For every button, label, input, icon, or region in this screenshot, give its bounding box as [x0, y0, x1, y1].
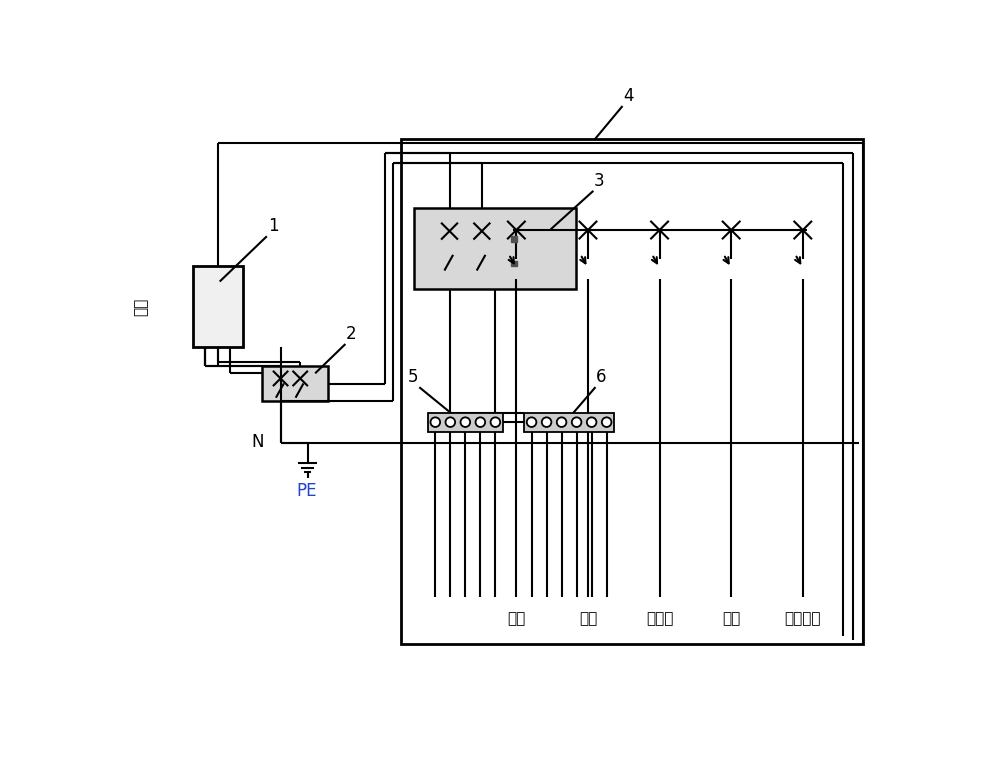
- Circle shape: [527, 418, 536, 427]
- Bar: [524, 412, 614, 432]
- Text: 3: 3: [594, 172, 605, 190]
- Bar: [414, 209, 576, 290]
- Text: 4: 4: [623, 88, 634, 105]
- Circle shape: [602, 418, 611, 427]
- Circle shape: [542, 418, 551, 427]
- Bar: [193, 266, 243, 347]
- Text: 1: 1: [268, 217, 278, 235]
- Circle shape: [587, 418, 596, 427]
- Text: 房房: 房房: [579, 611, 597, 626]
- Bar: [511, 236, 517, 242]
- Circle shape: [431, 418, 440, 427]
- Circle shape: [491, 418, 500, 427]
- Circle shape: [572, 418, 581, 427]
- Bar: [262, 367, 328, 401]
- Bar: [511, 261, 517, 267]
- Circle shape: [446, 418, 455, 427]
- Text: 火线: 火线: [134, 297, 149, 315]
- Text: 卫生间: 卫生间: [646, 611, 673, 626]
- Bar: [401, 139, 863, 644]
- Text: 照明: 照明: [507, 611, 525, 626]
- Text: PE: PE: [296, 482, 316, 500]
- Text: N: N: [251, 433, 264, 451]
- Text: 2: 2: [346, 325, 357, 343]
- Text: 6: 6: [596, 368, 607, 386]
- Circle shape: [476, 418, 485, 427]
- Circle shape: [557, 418, 566, 427]
- Text: 一般插座: 一般插座: [785, 611, 821, 626]
- Text: 空调: 空调: [722, 611, 740, 626]
- Text: 5: 5: [408, 368, 419, 386]
- Bar: [428, 412, 503, 432]
- Circle shape: [461, 418, 470, 427]
